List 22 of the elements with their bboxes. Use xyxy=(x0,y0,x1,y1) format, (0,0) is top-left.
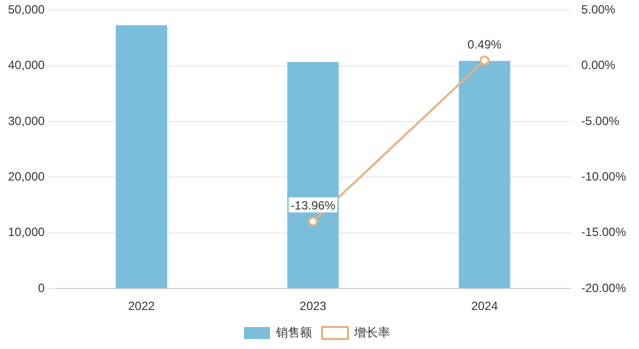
x-tick-label: 2023 xyxy=(300,299,327,314)
data-label: -13.96% xyxy=(290,198,336,213)
data-label: 0.49% xyxy=(468,38,502,52)
legend-label: 销售额 xyxy=(275,325,312,340)
y2-tick-label: -10.00% xyxy=(581,170,626,184)
y-tick-label: 40,000 xyxy=(8,58,46,72)
y2-tick-label: -15.00% xyxy=(581,225,626,240)
y2-tick-label: 0.00% xyxy=(581,58,616,72)
bar xyxy=(458,60,510,288)
bar xyxy=(287,62,339,288)
y-tick-label: 10,000 xyxy=(8,225,46,240)
y2-tick-label: -5.00% xyxy=(581,114,620,128)
y-tick-label: 30,000 xyxy=(8,114,46,128)
bar xyxy=(116,25,168,288)
legend-label: 增长率 xyxy=(353,325,390,340)
y-tick-label: 0 xyxy=(38,280,46,295)
y-tick-label: 50,000 xyxy=(8,2,46,17)
y2-tick-label: -20.00% xyxy=(581,280,626,295)
x-tick-label: 2024 xyxy=(471,299,498,314)
x-tick-label: 2022 xyxy=(128,299,156,314)
y2-tick-label: 5.00% xyxy=(581,2,616,17)
y-tick-label: 20,000 xyxy=(8,170,46,184)
